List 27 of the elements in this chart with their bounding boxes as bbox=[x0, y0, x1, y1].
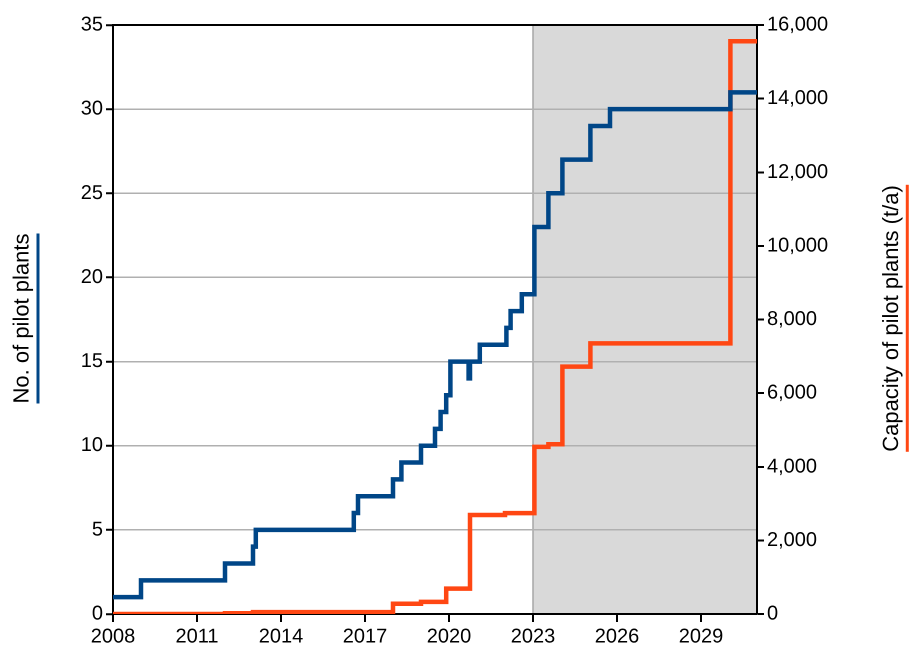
y-tick-label: 15 bbox=[80, 350, 103, 372]
y2-tick-label: 6,000 bbox=[767, 382, 818, 404]
y2-tick-label: 8,000 bbox=[767, 308, 818, 330]
x-tick-label: 2014 bbox=[258, 626, 304, 648]
y2-tick-label: 16,000 bbox=[767, 14, 828, 36]
y2-tick-label: 10,000 bbox=[767, 234, 828, 256]
y2-tick-label: 12,000 bbox=[767, 160, 828, 183]
y-tick-label: 30 bbox=[80, 98, 103, 120]
y-tick-label: 25 bbox=[80, 182, 103, 204]
x-tick-label: 2023 bbox=[510, 626, 556, 648]
y2-tick-label: 4,000 bbox=[767, 455, 818, 478]
y2-tick-label: 0 bbox=[767, 602, 778, 625]
x-tick-label: 2008 bbox=[90, 626, 136, 648]
y-tick-label: 20 bbox=[80, 266, 103, 288]
y2-tick-label: 14,000 bbox=[767, 87, 828, 110]
y-tick-label: 35 bbox=[80, 14, 103, 36]
x-tick-label: 2026 bbox=[594, 626, 640, 648]
y2-tick-label: 2,000 bbox=[767, 528, 818, 551]
x-tick-label: 2011 bbox=[175, 626, 219, 648]
y-tick-label: 10 bbox=[80, 434, 103, 456]
y-tick-label: 0 bbox=[92, 602, 103, 625]
x-tick-label: 2017 bbox=[342, 626, 388, 648]
x-tick-label: 2029 bbox=[678, 626, 724, 648]
y2-axis-title: Capacity of pilot plants (t/a) bbox=[877, 184, 908, 452]
y-axis-title: No. of pilot plants bbox=[8, 233, 40, 403]
x-tick-label: 2020 bbox=[426, 626, 472, 648]
y-tick-label: 5 bbox=[92, 518, 103, 540]
